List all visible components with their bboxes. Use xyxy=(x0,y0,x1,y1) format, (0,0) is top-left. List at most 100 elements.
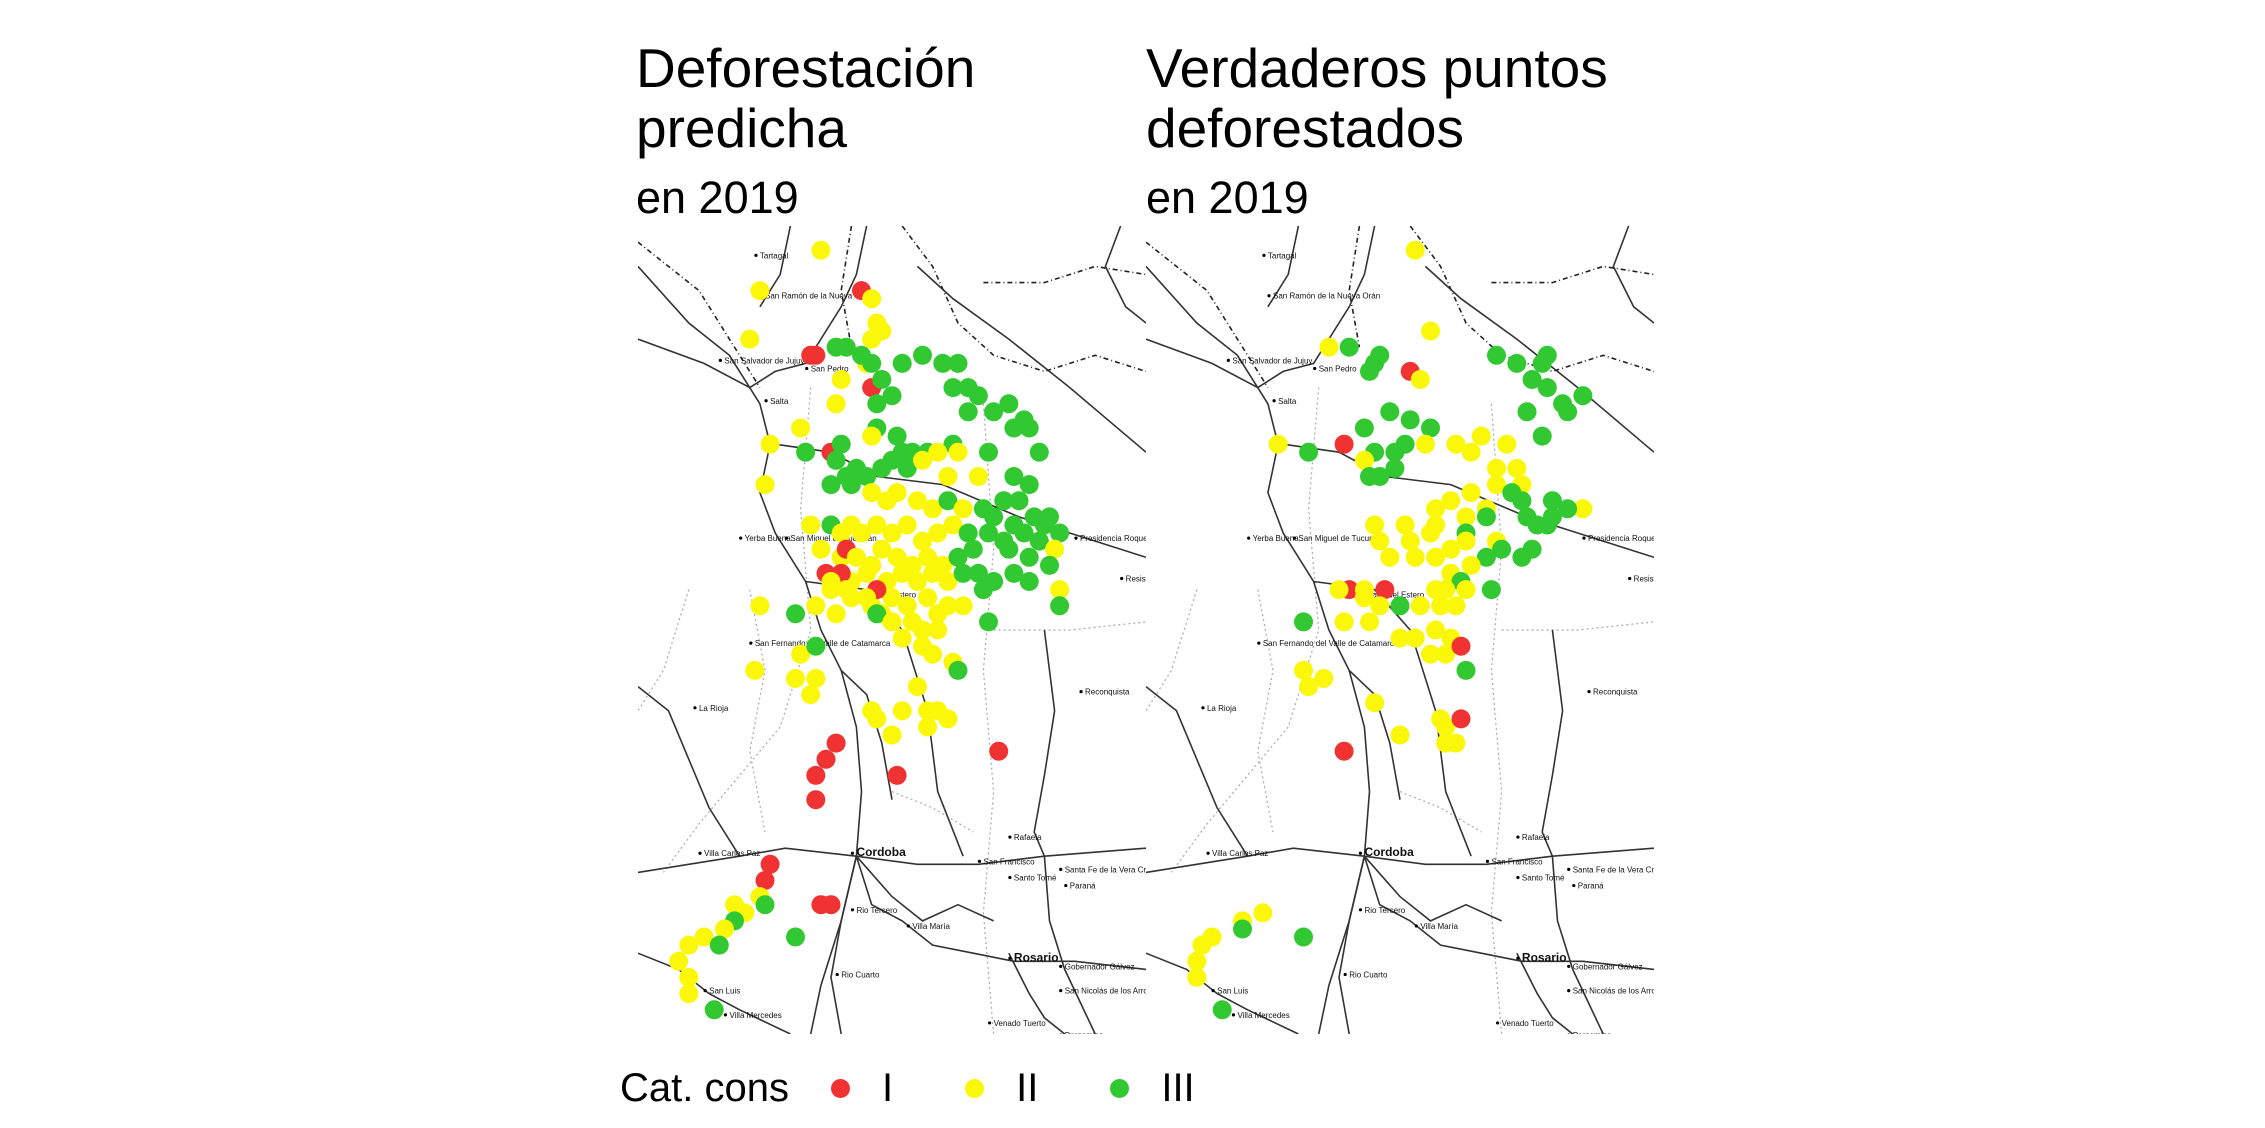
city-label: Rafaela xyxy=(1014,833,1042,842)
province-boundary xyxy=(891,791,974,833)
city-marker xyxy=(1572,883,1576,888)
deforestation-point-cat-III xyxy=(953,563,973,583)
deforestation-point-cat-II xyxy=(1471,426,1491,446)
city-marker xyxy=(1008,835,1012,839)
deforestation-point-cat-III xyxy=(796,442,816,462)
province-boundary xyxy=(1170,387,1320,873)
city-marker xyxy=(850,851,855,855)
city-label: Venado Tuerto xyxy=(1502,1019,1555,1028)
city-label: La Rioja xyxy=(699,704,729,713)
deforestation-point-cat-II xyxy=(1192,935,1212,955)
city-marker xyxy=(693,706,697,710)
deforestation-point-cat-I xyxy=(989,741,1009,761)
country-border xyxy=(1146,241,1269,389)
deforestation-point-cat-II xyxy=(1441,491,1461,511)
deforestation-point-cat-II xyxy=(1446,596,1466,616)
road xyxy=(1146,226,1376,389)
panel-title-left-line1: Deforestación xyxy=(636,37,976,99)
deforestation-point-cat-III xyxy=(1400,410,1420,430)
deforestation-point-cat-II xyxy=(882,612,902,632)
city-label: Rio Tercero xyxy=(1364,906,1405,915)
city-marker xyxy=(1516,956,1520,960)
deforestation-point-cat-III xyxy=(841,475,861,495)
country-border xyxy=(1409,226,1654,373)
deforestation-point-cat-II xyxy=(740,329,760,349)
city-label: Gobernador Gálvez xyxy=(1065,962,1135,971)
city-label: Rio Tercero xyxy=(856,906,897,915)
province-boundary xyxy=(1257,589,1274,833)
deforestation-point-cat-II xyxy=(943,515,963,535)
city-label: Reconquista xyxy=(1085,688,1130,697)
city-label: Rio Cuarto xyxy=(841,970,880,979)
deforestation-point-cat-III xyxy=(826,450,846,470)
deforestation-point-cat-II xyxy=(862,289,882,309)
deforestation-point-cat-II xyxy=(918,717,938,737)
deforestation-point-cat-II xyxy=(1426,547,1446,567)
deforestation-point-cat-II xyxy=(1426,499,1446,519)
city-marker xyxy=(1201,706,1205,710)
true-svg: Tartagal San Ramón de la Nueva Orán San Sa… xyxy=(1146,226,1654,1034)
city-marker xyxy=(1272,399,1276,403)
deforestation-point-cat-II xyxy=(1436,644,1456,664)
deforestation-point-cat-II xyxy=(1360,612,1379,632)
road xyxy=(1612,226,1654,324)
deforestation-point-cat-II xyxy=(801,685,821,705)
city-label: La Rioja xyxy=(1207,704,1237,713)
city-marker xyxy=(1582,536,1586,540)
city-marker xyxy=(1516,875,1520,880)
deforestation-point-cat-II xyxy=(1410,596,1430,616)
city-marker xyxy=(1313,366,1317,371)
city-marker xyxy=(1343,972,1347,977)
deforestation-point-cat-II xyxy=(1319,337,1339,357)
city-marker xyxy=(1567,867,1571,872)
city-marker xyxy=(1064,883,1068,888)
city-label: San Francisco xyxy=(983,857,1035,866)
deforestation-point-cat-III xyxy=(979,612,998,632)
city-label: Rio Cuarto xyxy=(1349,970,1388,979)
deforestation-point-cat-II xyxy=(897,596,917,616)
road xyxy=(1146,952,1299,1034)
deforestation-point-cat-III xyxy=(882,386,902,406)
deforestation-point-cat-II xyxy=(1365,693,1385,713)
city-label: Yerba Buena xyxy=(1253,534,1300,543)
predicted-basemap xyxy=(638,226,1146,1034)
city-marker xyxy=(1567,964,1571,968)
deforestation-point-cat-I xyxy=(821,895,841,915)
deforestation-point-cat-II xyxy=(1405,240,1425,260)
deforestation-point-cat-III xyxy=(994,491,1014,511)
deforestation-point-cat-II xyxy=(862,329,882,349)
road xyxy=(916,265,1146,453)
panel-title-right-line1: Verdaderos puntos xyxy=(1146,37,1608,99)
city-label: Santo Tomé xyxy=(1014,873,1057,882)
deforestation-point-cat-III xyxy=(1421,418,1440,438)
city-marker xyxy=(718,358,722,362)
deforestation-point-cat-II xyxy=(928,523,948,543)
deforestation-point-cat-III xyxy=(979,442,998,462)
road xyxy=(1541,629,1604,1034)
road xyxy=(1104,226,1146,324)
deforestation-point-cat-III xyxy=(1476,547,1496,567)
city-marker xyxy=(805,366,809,371)
city-marker xyxy=(1008,956,1012,960)
city-label: Paraná xyxy=(1070,882,1096,891)
deforestation-point-cat-II xyxy=(882,523,902,543)
deforestation-point-cat-I xyxy=(806,765,826,785)
deforestation-point-cat-I xyxy=(801,345,821,365)
deforestation-point-cat-II xyxy=(755,475,775,495)
province-boundary xyxy=(1501,621,1654,631)
city-marker xyxy=(1079,690,1083,694)
deforestation-point-cat-II xyxy=(791,644,811,664)
true-points xyxy=(1187,240,1593,1020)
deforestation-point-cat-II xyxy=(897,515,917,535)
city-label: San Pedro xyxy=(811,364,849,373)
deforestation-point-cat-III xyxy=(704,1000,724,1020)
deforestation-point-cat-III xyxy=(1019,547,1039,567)
deforestation-point-cat-III xyxy=(1537,345,1557,365)
city-label: Tartagal xyxy=(1268,251,1297,260)
deforestation-point-cat-II xyxy=(1395,515,1415,535)
city-marker xyxy=(1358,908,1363,912)
deforestation-point-cat-III xyxy=(1537,515,1557,535)
deforestation-point-cat-II xyxy=(1365,515,1385,535)
city-marker xyxy=(1059,989,1063,993)
deforestation-point-cat-III xyxy=(1029,442,1049,462)
